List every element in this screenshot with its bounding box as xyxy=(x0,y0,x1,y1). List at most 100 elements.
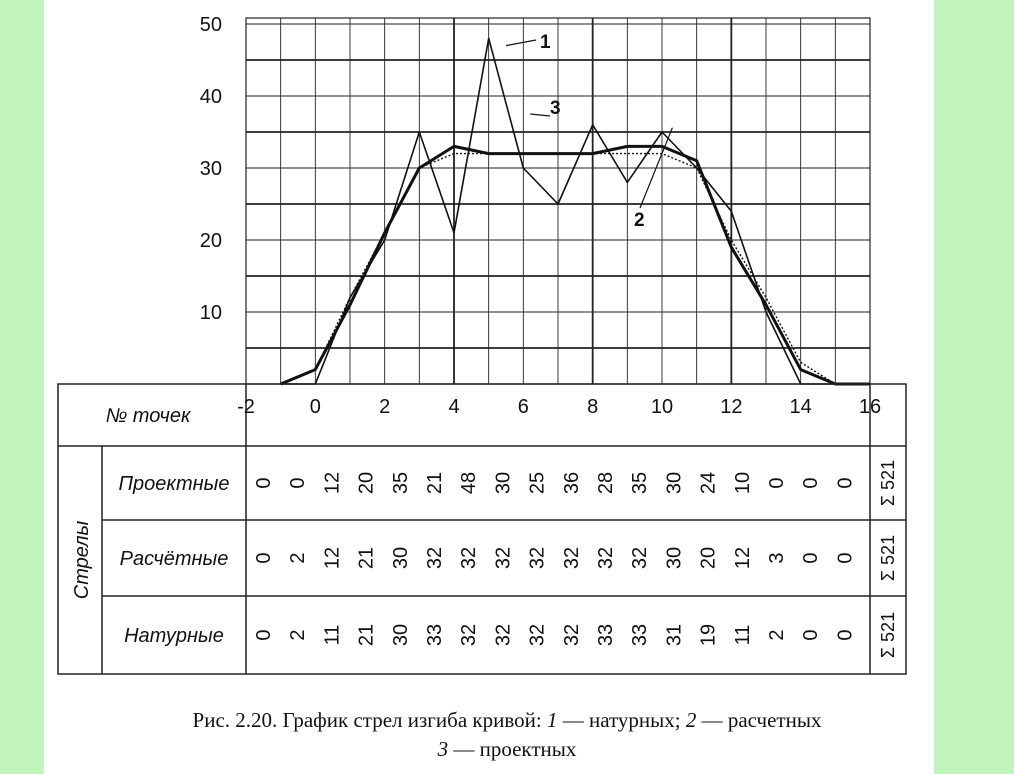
table-cell: 20 xyxy=(698,547,720,569)
table-row-label: Расчётные xyxy=(120,548,229,570)
table-cell: 0 xyxy=(287,477,309,488)
y-tick-label: 30 xyxy=(200,158,222,180)
figure-caption: Рис. 2.20. График стрел изгиба кривой: 1… xyxy=(0,706,1014,764)
table-cell: 0 xyxy=(800,629,822,640)
y-tick-label: 40 xyxy=(200,86,222,108)
table-cell: 12 xyxy=(321,547,343,569)
table-cell: 32 xyxy=(424,547,446,569)
x-tick-label: 2 xyxy=(379,396,390,418)
table-cell: 25 xyxy=(527,472,549,494)
table-cell: 0 xyxy=(766,477,788,488)
table-cell: 31 xyxy=(663,624,685,646)
caption-text-2: — расчетных xyxy=(696,708,822,732)
table-cell: 36 xyxy=(561,472,583,494)
caption-text: Рис. 2.20. График стрел изгиба кривой: xyxy=(192,708,547,732)
series-callouts: 1 3 2 xyxy=(505,32,673,231)
caption-text-3: — проектных xyxy=(448,737,577,761)
caption-line-2: 3 — проектных xyxy=(0,735,1014,764)
table-cell: 32 xyxy=(458,624,480,646)
table-cell: 11 xyxy=(732,625,754,646)
table-cell: 32 xyxy=(492,624,514,646)
table-cell: 0 xyxy=(834,552,856,563)
y-tick-label: 50 xyxy=(200,14,222,36)
table-cell: 30 xyxy=(663,472,685,494)
x-tick-label: 8 xyxy=(587,396,598,418)
table-cell: 28 xyxy=(595,472,617,494)
table-cell: 32 xyxy=(629,547,651,569)
x-tick-label: 10 xyxy=(651,396,673,418)
table-cell: 0 xyxy=(834,477,856,488)
table-cell: 2 xyxy=(766,629,788,640)
table-cell: 24 xyxy=(698,472,720,494)
table-cell: 10 xyxy=(732,472,754,494)
x-tick-label: 0 xyxy=(310,396,321,418)
caption-text-1: — натурных; xyxy=(557,708,686,732)
table-cell: 32 xyxy=(561,547,583,569)
x-tick-label: 4 xyxy=(448,396,459,418)
table-cell: 11 xyxy=(321,625,343,646)
x-tick-label: 12 xyxy=(720,396,742,418)
table-cell: 0 xyxy=(253,629,275,640)
table-cell: 3 xyxy=(766,552,788,563)
table-row-sum: Σ 521 xyxy=(878,460,898,506)
caption-num-1: 1 xyxy=(546,708,558,732)
caption-line-1: Рис. 2.20. График стрел изгиба кривой: 1… xyxy=(0,706,1014,735)
chart-grid xyxy=(245,17,871,385)
table-row-sum: Σ 521 xyxy=(878,535,898,581)
table-cell: 32 xyxy=(458,547,480,569)
table-cell: 0 xyxy=(800,552,822,563)
series-line-1 xyxy=(280,37,870,385)
table-cell: 30 xyxy=(663,547,685,569)
table-cell: 19 xyxy=(698,624,720,646)
table-cell: 0 xyxy=(253,552,275,563)
series-line-2 xyxy=(280,152,870,385)
table-row-label: Натурные xyxy=(124,625,224,647)
table-cell: 32 xyxy=(527,624,549,646)
table-cell: 21 xyxy=(424,472,446,494)
table-cell: 0 xyxy=(253,477,275,488)
table-cell: 0 xyxy=(800,477,822,488)
y-tick-label: 10 xyxy=(200,302,222,324)
callout-leader-2 xyxy=(639,127,673,209)
table-row-label: Проектные xyxy=(118,473,229,495)
caption-num-2: 2 xyxy=(685,708,697,732)
table-cell: 30 xyxy=(390,624,412,646)
table-cell: 32 xyxy=(492,547,514,569)
y-tick-label: 20 xyxy=(200,230,222,252)
table-cell: 35 xyxy=(629,472,651,494)
series-line-3 xyxy=(280,144,870,386)
series-label-1: 1 xyxy=(540,32,551,53)
series-label-3: 3 xyxy=(550,98,561,119)
table-cell: 32 xyxy=(561,624,583,646)
table-cell: 33 xyxy=(629,624,651,646)
table-cell: 21 xyxy=(356,547,378,569)
table-cell: 2 xyxy=(287,629,309,640)
x-tick-label: 16 xyxy=(859,396,881,418)
chart-lines xyxy=(280,37,870,386)
table-frame xyxy=(57,383,907,675)
x-tick-label: 6 xyxy=(518,396,529,418)
series-label-2: 2 xyxy=(634,210,645,231)
table-cell: 32 xyxy=(595,547,617,569)
table-cell: 21 xyxy=(356,624,378,646)
table-cell: 12 xyxy=(732,547,754,569)
caption-num-3: 3 xyxy=(437,737,449,761)
callout-leader-3 xyxy=(530,113,551,117)
table-row-sum: Σ 521 xyxy=(878,612,898,658)
x-tick-label: -2 xyxy=(237,396,255,418)
table-cell: 33 xyxy=(424,624,446,646)
table-cell: 30 xyxy=(492,472,514,494)
y-tick-labels: 10 20 30 40 50 xyxy=(200,14,222,324)
table-header-label: № точек xyxy=(106,405,192,427)
x-tick-label: 14 xyxy=(790,396,812,418)
table-cell: 35 xyxy=(390,472,412,494)
table-cell: 30 xyxy=(390,547,412,569)
callout-leader-1 xyxy=(505,39,537,47)
table-cell: 48 xyxy=(458,472,480,494)
table-cell: 33 xyxy=(595,624,617,646)
table-group-label: Стрелы xyxy=(71,520,93,599)
table-cell: 20 xyxy=(356,472,378,494)
table-cell: 12 xyxy=(321,472,343,494)
